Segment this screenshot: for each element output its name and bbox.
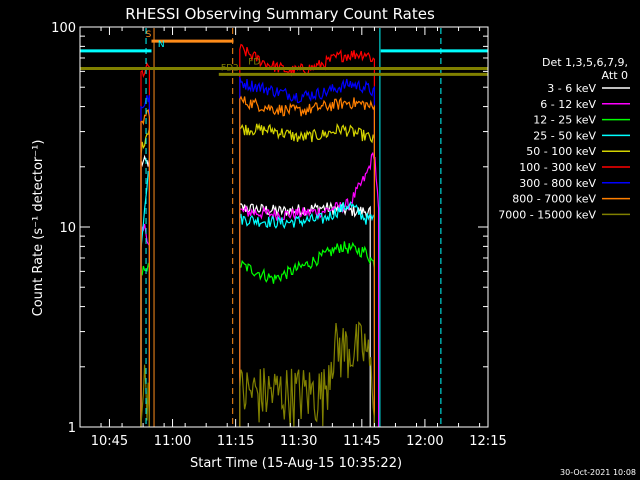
series-trace <box>140 364 150 428</box>
x-tick-label: 12:15 <box>469 434 506 449</box>
y-tick-label: 10 <box>59 221 76 236</box>
flag-label: FD2 <box>221 63 239 73</box>
series-trace <box>140 61 150 427</box>
legend-label: 25 - 50 keV <box>533 129 596 142</box>
x-tick-label: 11:30 <box>280 434 317 449</box>
legend-entry: 50 - 100 keV <box>526 145 630 158</box>
legend-label: 300 - 800 keV <box>519 177 596 190</box>
series-trace <box>239 122 375 427</box>
series-trace <box>239 151 380 427</box>
legend-label: 100 - 300 keV <box>519 161 596 174</box>
legend-label: 7000 - 15000 keV <box>498 208 596 221</box>
series-trace <box>140 95 150 427</box>
x-tick-label: 11:15 <box>217 434 254 449</box>
legend-entry: 6 - 12 keV <box>540 98 630 111</box>
x-tick-label: 12:00 <box>406 434 443 449</box>
y-axis-label: Count Rate (s⁻¹ detector⁻¹) <box>31 140 46 317</box>
flag-label: S <box>146 30 152 40</box>
legend-label: 6 - 12 keV <box>540 98 596 111</box>
legend-entry: 300 - 800 keV <box>519 177 630 190</box>
legend-label: 50 - 100 keV <box>526 145 596 158</box>
legend-entry: 100 - 300 keV <box>519 161 630 174</box>
series-800-7000-kev <box>140 95 375 427</box>
x-axis-label: Start Time (15-Aug-15 10:35:22) <box>190 456 402 471</box>
legend-header-line-1: Det 1,3,5,6,7,9, <box>542 56 628 69</box>
legend-label: 800 - 7000 keV <box>512 193 596 206</box>
series-trace <box>140 109 150 427</box>
series-trace <box>239 321 375 428</box>
x-tick-label: 11:00 <box>154 434 191 449</box>
chart-title: RHESSI Observing Summary Count Rates <box>125 5 435 23</box>
legend-entry: 25 - 50 keV <box>533 129 630 142</box>
legend-label: 3 - 6 keV <box>547 82 596 95</box>
series-trace <box>239 76 375 427</box>
legend-header-line-2: Att 0 <box>602 69 628 82</box>
y-tick-label: 100 <box>51 21 76 36</box>
x-tick-label: 11:45 <box>343 434 380 449</box>
y-tick-label: 1 <box>68 421 76 436</box>
series-300-800-kev <box>140 76 375 427</box>
flag-label: N <box>158 40 165 50</box>
legend-entry: 800 - 7000 keV <box>512 193 630 206</box>
legend-entry: 3 - 6 keV <box>547 82 630 95</box>
flag-label: FD <box>248 58 260 68</box>
series-7000-15000-kev <box>140 321 375 428</box>
legend-entry: 7000 - 15000 keV <box>498 208 630 221</box>
footer-date: 30-Oct-2021 10:08 <box>560 468 636 477</box>
series-trace <box>239 241 375 427</box>
x-tick-label: 10:45 <box>91 434 128 449</box>
legend-label: 12 - 25 keV <box>533 114 596 127</box>
series-trace <box>239 200 375 427</box>
legend-entry: 12 - 25 keV <box>533 114 630 127</box>
legend: Det 1,3,5,6,7,9, Att 0 3 - 6 keV 6 - 12 k… <box>498 56 630 221</box>
series-trace <box>239 95 375 427</box>
